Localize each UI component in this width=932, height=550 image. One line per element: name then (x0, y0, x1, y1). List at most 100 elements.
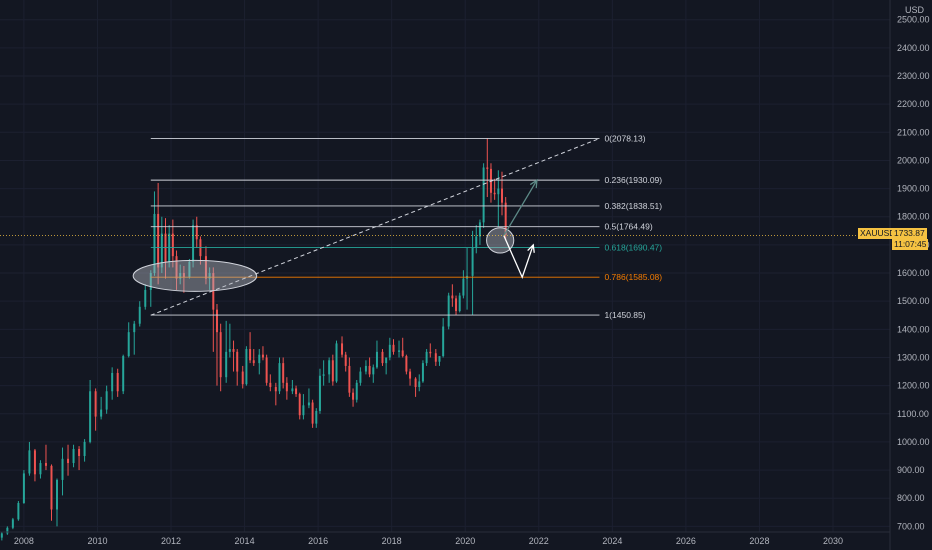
price-tick-label: 800.00 (897, 493, 925, 503)
candle (458, 292, 461, 313)
candle (0, 532, 3, 541)
candle (331, 354, 334, 386)
candle-body (278, 363, 281, 392)
candle (501, 171, 504, 216)
candle-body (352, 392, 355, 400)
candle (341, 336, 344, 358)
candle-body (504, 202, 507, 236)
candle (204, 246, 207, 285)
candle (482, 163, 485, 228)
candle (335, 340, 338, 383)
candle-body (78, 448, 81, 456)
candle-body (127, 332, 130, 357)
candle-body (160, 233, 163, 268)
candle-body (215, 309, 218, 333)
price-tick-label: 900.00 (897, 465, 925, 475)
candle (261, 346, 264, 361)
drawings[interactable] (132, 138, 600, 316)
candle-body (171, 233, 174, 257)
candle (232, 340, 235, 372)
candle-body (232, 349, 235, 352)
candle (72, 444, 75, 468)
arrow-path[interactable] (503, 179, 538, 236)
candle (265, 354, 268, 386)
ellipse-highlight[interactable] (486, 227, 515, 254)
candle (302, 394, 305, 420)
candle (409, 368, 412, 386)
price-tick-label: 1000.00 (897, 437, 930, 447)
candle-body (0, 533, 3, 538)
candle-body (398, 350, 401, 352)
candle (67, 444, 70, 476)
candle (78, 446, 81, 471)
candle-body (501, 188, 504, 203)
candle-body (258, 354, 261, 364)
candle-body (455, 298, 458, 312)
trend-line[interactable] (150, 138, 600, 316)
candle-body (478, 222, 481, 237)
candle-body (418, 381, 421, 388)
candle (94, 388, 97, 431)
price-tick-label: 2200.00 (897, 99, 930, 109)
candle (322, 360, 325, 386)
candle (315, 408, 318, 428)
price-tick-label: 2000.00 (897, 155, 930, 165)
ellipse-highlight[interactable] (132, 259, 258, 292)
candle (486, 138, 489, 198)
candle (179, 264, 182, 285)
candle (364, 360, 367, 375)
price-tick-label: 1300.00 (897, 352, 930, 362)
candle-body (44, 463, 47, 466)
candle-body (385, 357, 388, 364)
candle-body (72, 448, 75, 464)
candle-body (451, 295, 454, 299)
candle (493, 178, 496, 200)
time-tick-label: 2008 (14, 536, 34, 546)
candle (50, 464, 53, 521)
candle-body (11, 519, 14, 528)
candle-body (144, 289, 147, 307)
candle-body (315, 410, 318, 424)
candle-body (302, 405, 305, 416)
fib-retracement[interactable]: 0(2078.13) 0.236(1930.09) 0.382(1838.51) 0.… (150, 133, 663, 320)
candle (157, 182, 160, 285)
candle (33, 448, 36, 482)
candle (414, 377, 417, 397)
candle-body (438, 356, 441, 362)
candle (401, 337, 404, 358)
grid-lines (0, 0, 890, 532)
candle-body (471, 247, 474, 276)
candle (28, 441, 31, 476)
price-tick-label: 2400.00 (897, 43, 930, 53)
candle (249, 332, 252, 364)
time-axis[interactable]: 2008 2010 2012 2014 2016 2018 2020 2022 2024 2026… (14, 536, 843, 546)
candle (56, 478, 59, 527)
candle-body (133, 323, 136, 333)
candle (225, 320, 228, 383)
candle-body (111, 372, 114, 392)
fib-level-label: 0.236(1930.09) (604, 175, 662, 185)
candle-body (61, 458, 64, 480)
candle-body (274, 387, 277, 392)
price-tick-label: 2300.00 (897, 71, 930, 81)
candle (298, 392, 301, 420)
candle-body (311, 402, 314, 424)
candle (348, 357, 351, 397)
time-tick-label: 2020 (455, 536, 475, 546)
candle-body (219, 332, 222, 378)
fib-level-label: 0.786(1585.08) (604, 272, 662, 282)
candle-body (401, 350, 404, 357)
arrow-path[interactable] (503, 235, 534, 280)
time-tick-label: 2028 (749, 536, 769, 546)
price-tick-label: 1400.00 (897, 324, 930, 334)
candle-body (195, 225, 198, 240)
candle-body (434, 353, 437, 362)
candle (344, 351, 347, 372)
price-tick-label: 1600.00 (897, 268, 930, 278)
candle-body (318, 375, 321, 411)
candle (311, 399, 314, 428)
candle (241, 365, 244, 389)
candle-body (298, 394, 301, 416)
candle-body (392, 344, 395, 352)
